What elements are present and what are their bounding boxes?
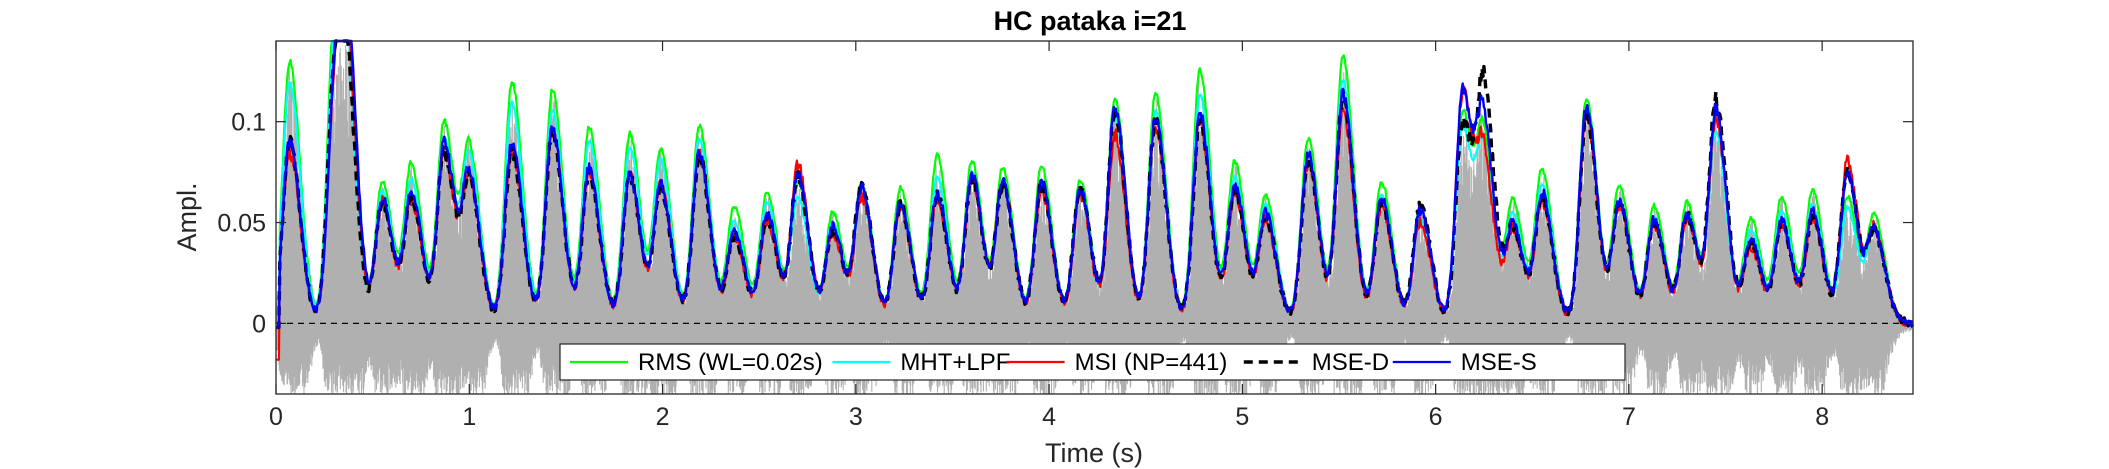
x-axis-label: Time (s) <box>1045 438 1143 468</box>
legend-label: RMS (WL=0.02s) <box>638 349 823 376</box>
axes-box <box>275 40 1914 395</box>
chart-title: HC pataka i=21 <box>994 6 1187 36</box>
x-tick-label: 1 <box>462 403 476 431</box>
x-tick-label: 5 <box>1235 403 1249 431</box>
legend-label: MSI (NP=441) <box>1075 349 1228 376</box>
x-tick-label: 2 <box>656 403 670 431</box>
x-tick-label: 7 <box>1622 403 1636 431</box>
x-tick-label: 4 <box>1042 403 1056 431</box>
series-line-mse-s <box>275 39 1914 329</box>
legend: RMS (WL=0.02s) MHT+LPF MSI (NP=441) MSE-D MS… <box>559 343 1626 381</box>
y-tick-label: 0 <box>252 310 266 338</box>
x-axis-ticks: 0 1 2 3 4 5 6 7 8 <box>269 41 1829 431</box>
y-tick-label: 0.05 <box>217 210 266 238</box>
x-tick-label: 3 <box>849 403 863 431</box>
y-axis-ticks: 0 0.05 0.1 <box>217 109 1913 338</box>
y-tick-label: 0.1 <box>231 109 266 137</box>
legend-label: MSE-S <box>1461 349 1537 376</box>
plot-area <box>275 39 1915 394</box>
x-tick-label: 6 <box>1429 403 1443 431</box>
y-axis-label: Ampl. <box>172 182 202 251</box>
series-layer <box>275 39 1915 361</box>
legend-label: MSE-D <box>1312 349 1389 376</box>
x-tick-label: 0 <box>269 403 283 431</box>
x-tick-label: 8 <box>1815 403 1829 431</box>
legend-label: MHT+LPF <box>900 349 1010 376</box>
